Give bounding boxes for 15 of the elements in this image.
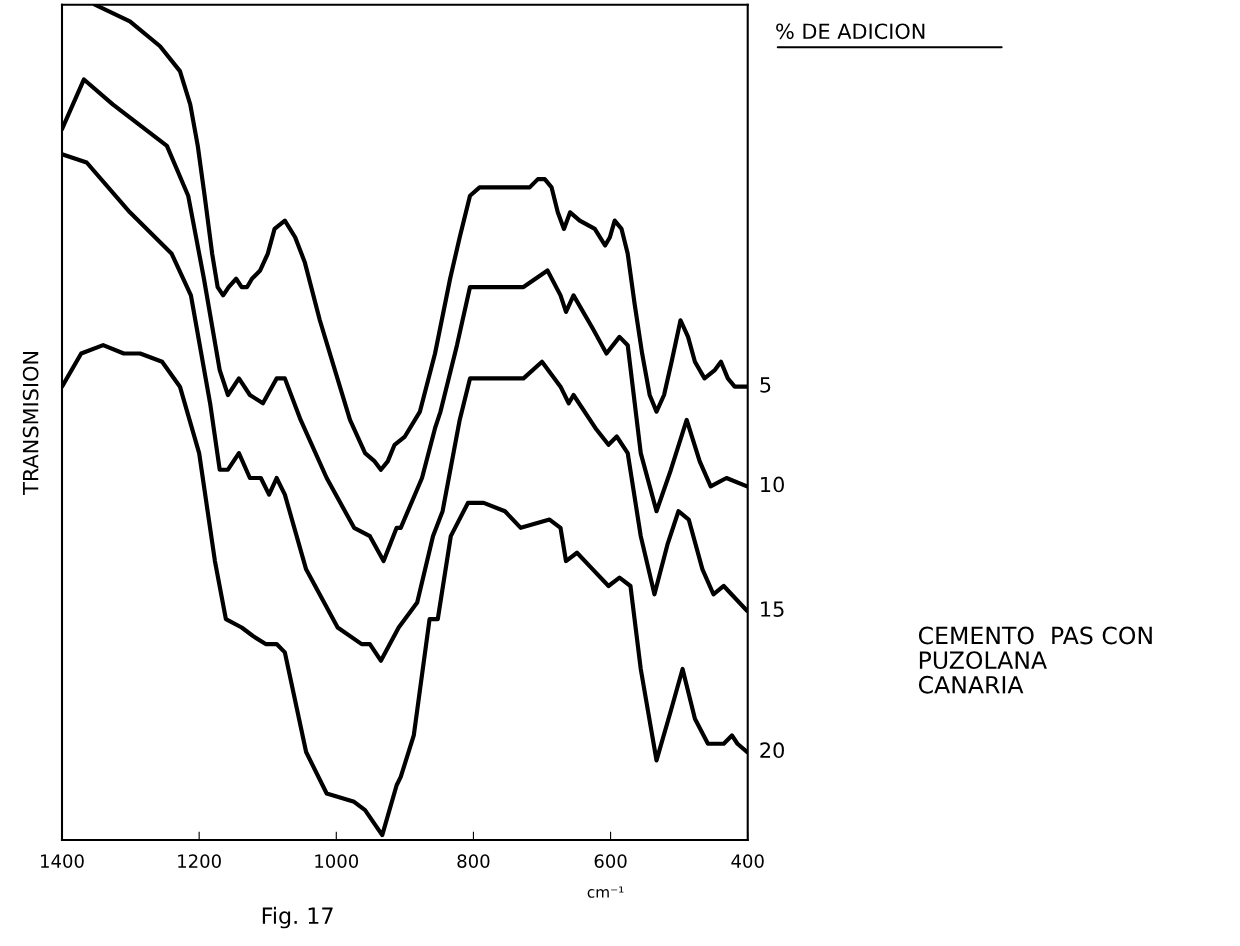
x-tick-label: 600 bbox=[594, 854, 627, 868]
x-tick-label: 400 bbox=[731, 854, 764, 868]
x-tick-label: 1200 bbox=[178, 854, 221, 868]
y-axis-title: TRANSMISION bbox=[22, 351, 39, 495]
x-tick-label: 800 bbox=[457, 854, 490, 868]
x-tick-label: 1000 bbox=[315, 854, 359, 868]
text: CEMENTO PAS CON PUZOLANA CANARIA bbox=[918, 626, 1152, 694]
series-label: 5 bbox=[760, 377, 771, 393]
x-axis-title: cm⁻¹ bbox=[587, 886, 624, 898]
series-label: 20 bbox=[760, 742, 784, 759]
caption: Fig. 17 bbox=[262, 906, 333, 929]
series-label: 10 bbox=[761, 476, 784, 493]
x-tick-label: 1400 bbox=[41, 854, 84, 868]
legend-title: % DE ADICION bbox=[776, 23, 925, 40]
series-label: 15 bbox=[761, 601, 784, 617]
